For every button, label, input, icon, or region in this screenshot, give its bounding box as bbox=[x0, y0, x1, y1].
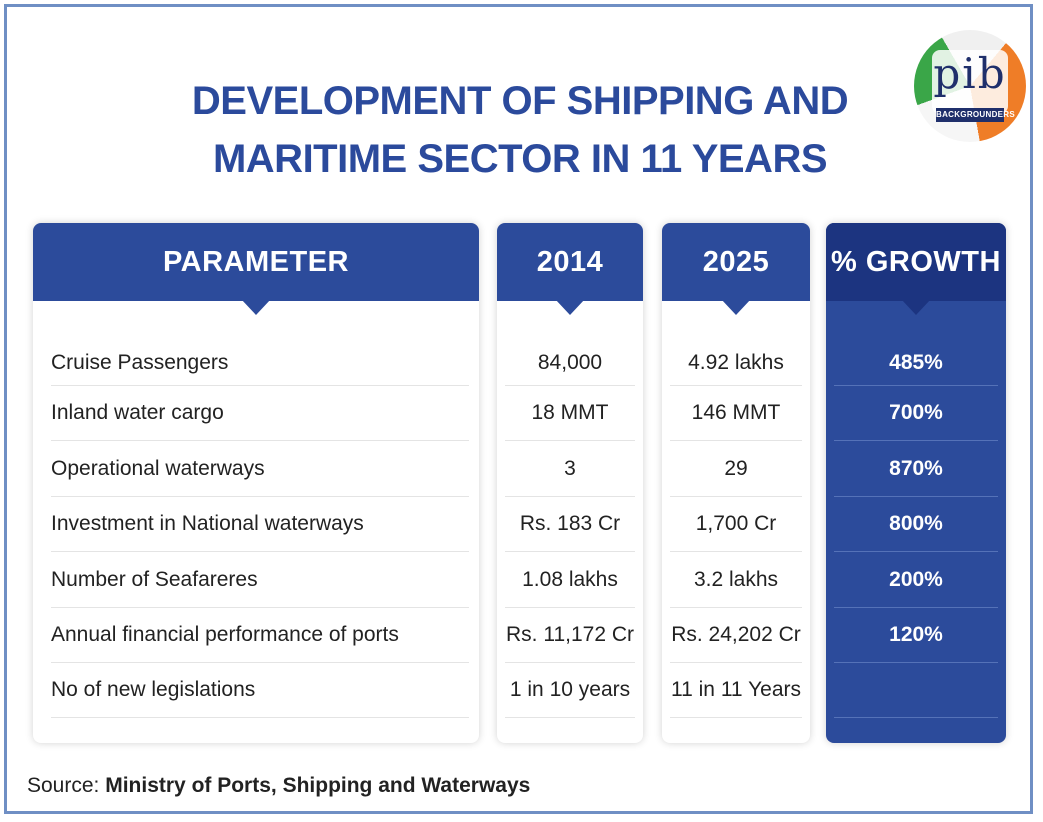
header-pointer bbox=[901, 299, 931, 315]
table-cell: Investment in National waterways bbox=[51, 497, 469, 552]
header-pointer bbox=[721, 299, 751, 315]
table-cell: 700% bbox=[834, 386, 998, 441]
logo-text: pib bbox=[933, 49, 1007, 98]
year-2014-column: 2014 84,000 18 MMT 3 Rs. 183 Cr 1.08 lak… bbox=[497, 223, 643, 743]
table-cell: Annual financial performance of ports bbox=[51, 608, 469, 663]
growth-column: % GROWTH 485% 700% 870% 800% 200% 120% bbox=[826, 223, 1006, 743]
source-note: Source: Ministry of Ports, Shipping and … bbox=[27, 774, 530, 798]
table-cell: 870% bbox=[834, 441, 998, 497]
header-pointer bbox=[555, 299, 585, 315]
table-cell: 18 MMT bbox=[505, 386, 635, 441]
source-label: Source: bbox=[27, 774, 106, 797]
table-cell: 800% bbox=[834, 497, 998, 552]
table-cell: 1 in 10 years bbox=[505, 663, 635, 718]
table-cell: Rs. 11,172 Cr bbox=[505, 608, 635, 663]
table-cell bbox=[834, 663, 998, 718]
table-cell: No of new legislations bbox=[51, 663, 469, 718]
logo-badge: BACKGROUNDERS bbox=[936, 108, 1015, 122]
header-pointer bbox=[241, 299, 271, 315]
source-value: Ministry of Ports, Shipping and Waterway… bbox=[105, 774, 531, 797]
year-2014-header: 2014 bbox=[497, 223, 643, 301]
table-cell: Operational waterways bbox=[51, 441, 469, 497]
table-cell: 29 bbox=[670, 441, 802, 497]
table-cell: 4.92 lakhs bbox=[670, 341, 802, 386]
table-cell: 485% bbox=[834, 341, 998, 386]
growth-header: % GROWTH bbox=[826, 223, 1006, 301]
table-cell: Number of Seafareres bbox=[51, 552, 469, 608]
table-cell: 1,700 Cr bbox=[670, 497, 802, 552]
year-2025-header: 2025 bbox=[662, 223, 810, 301]
title-line-2: MARITIME SECTOR IN 11 YEARS bbox=[212, 137, 828, 181]
pib-logo: pib BACKGROUNDERS bbox=[914, 30, 1026, 142]
logo-panel bbox=[932, 50, 1008, 114]
table-cell: Rs. 183 Cr bbox=[505, 497, 635, 552]
title-line-1: DEVELOPMENT OF SHIPPING AND bbox=[191, 79, 849, 123]
page-frame bbox=[4, 4, 1033, 814]
table-cell: 3 bbox=[505, 441, 635, 497]
table-cell: Cruise Passengers bbox=[51, 341, 469, 386]
parameter-header: PARAMETER bbox=[33, 223, 479, 301]
page-title: DEVELOPMENT OF SHIPPING AND MARITIME SEC… bbox=[110, 72, 930, 188]
table-cell: Rs. 24,202 Cr bbox=[670, 608, 802, 663]
table-cell: 120% bbox=[834, 608, 998, 663]
parameter-column: PARAMETER Cruise Passengers Inland water… bbox=[33, 223, 479, 743]
table-cell: 11 in 11 Years bbox=[670, 663, 802, 718]
table-cell: 3.2 lakhs bbox=[670, 552, 802, 608]
table-cell: Inland water cargo bbox=[51, 386, 469, 441]
table-cell: 1.08 lakhs bbox=[505, 552, 635, 608]
table-cell: 200% bbox=[834, 552, 998, 608]
table-cell: 146 MMT bbox=[670, 386, 802, 441]
table-cell: 84,000 bbox=[505, 341, 635, 386]
year-2025-column: 2025 4.92 lakhs 146 MMT 29 1,700 Cr 3.2 … bbox=[662, 223, 810, 743]
